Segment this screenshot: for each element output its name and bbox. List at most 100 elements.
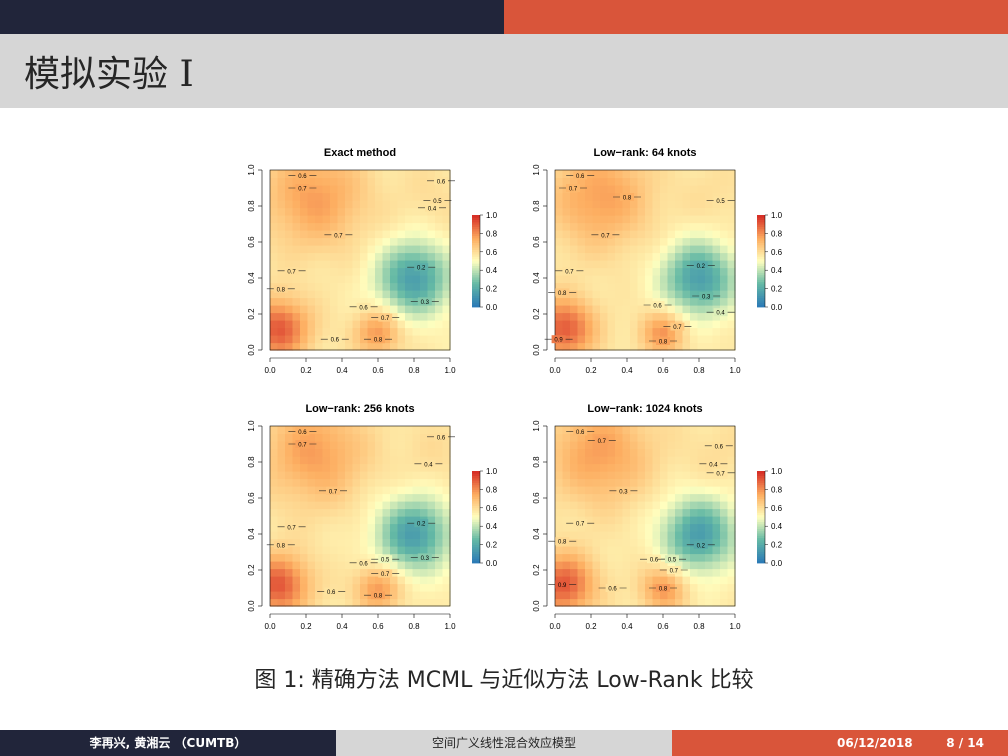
- panel-title: Low−rank: 1024 knots: [587, 403, 702, 415]
- heatmap-cell: [375, 297, 384, 306]
- colorbar-tick-label: 1.0: [486, 467, 498, 476]
- colorbar-swatch: [757, 228, 765, 232]
- heatmap-cell: [427, 327, 436, 336]
- heatmap-cell: [705, 222, 714, 231]
- heatmap-cell: [675, 327, 684, 336]
- heatmap-cell: [667, 561, 676, 570]
- heatmap-cell: [720, 546, 729, 555]
- heatmap-cell: [675, 501, 684, 510]
- heatmap-cell: [652, 561, 661, 570]
- colorbar-swatch: [757, 498, 765, 502]
- heatmap-cell: [277, 441, 286, 450]
- heatmap-cell: [585, 471, 594, 480]
- contour-label-bg: [620, 193, 634, 201]
- heatmap-cell: [427, 320, 436, 329]
- heatmap-cell: [322, 222, 331, 231]
- heatmap-cell: [615, 523, 624, 532]
- colorbar-swatch: [472, 537, 480, 541]
- heatmap-cell: [390, 463, 399, 472]
- heatmap-cell: [645, 448, 654, 457]
- colorbar-swatch: [757, 523, 765, 527]
- colorbar-swatch: [472, 270, 480, 273]
- heatmap-cell: [420, 200, 429, 209]
- heatmap-cell: [285, 583, 294, 592]
- y-tick-label: 0.4: [247, 272, 256, 284]
- heatmap-cell: [397, 576, 406, 585]
- heatmap-cell: [667, 463, 676, 472]
- heatmap-cell: [412, 576, 421, 585]
- heatmap-cell: [615, 282, 624, 291]
- heatmap-cell: [352, 177, 361, 186]
- heatmap-cell: [420, 275, 429, 284]
- heatmap-cell: [285, 297, 294, 306]
- heatmap-cell: [660, 267, 669, 276]
- heatmap-cell: [720, 222, 729, 231]
- y-tick-label: 0.4: [247, 528, 256, 540]
- contour-label: 0.3: [702, 295, 711, 301]
- colorbar-swatch: [472, 300, 480, 303]
- colorbar-swatch: [757, 240, 765, 243]
- heatmap-cell: [720, 170, 729, 179]
- heatmap-cell: [555, 508, 564, 517]
- heatmap-cell: [270, 493, 279, 502]
- colorbar-swatch: [757, 494, 765, 497]
- colorbar-swatch: [472, 473, 480, 476]
- heatmap-cell: [705, 192, 714, 201]
- heatmap-cell: [562, 591, 571, 600]
- heatmap-cell: [577, 260, 586, 269]
- heatmap-cell: [675, 441, 684, 450]
- heatmap-cell: [435, 327, 444, 336]
- colorbar-tick-label: 0.2: [486, 541, 498, 550]
- colorbar-swatch: [757, 251, 765, 255]
- heatmap-cell: [630, 222, 639, 231]
- heatmap-cell: [292, 568, 301, 577]
- heatmap-cell: [712, 576, 721, 585]
- contour-label: 0.6: [576, 174, 585, 180]
- colorbar-swatch: [472, 284, 480, 287]
- heatmap-cell: [577, 553, 586, 562]
- heatmap-cell: [300, 252, 309, 261]
- heatmap-cell: [315, 508, 324, 517]
- heatmap-cell: [360, 531, 369, 540]
- heatmap-cell: [292, 222, 301, 231]
- heatmap-cell: [420, 222, 429, 231]
- heatmap-cell: [420, 598, 429, 607]
- heatmap-cell: [397, 215, 406, 224]
- heatmap-cell: [622, 245, 631, 254]
- heatmap-cell: [270, 598, 279, 607]
- contour-label: 0.2: [417, 522, 426, 528]
- heatmap-cell: [645, 177, 654, 186]
- heatmap-cell: [435, 463, 444, 472]
- colorbar-swatch: [757, 507, 765, 511]
- heatmap-cell: [637, 185, 646, 194]
- heatmap-cell: [592, 327, 601, 336]
- heatmap-cell: [412, 207, 421, 216]
- contour-label-bg: [284, 266, 299, 275]
- heatmap-cell: [645, 245, 654, 254]
- heatmap-cell: [427, 546, 436, 555]
- colorbar-swatch: [472, 279, 480, 283]
- heatmap-cell: [352, 312, 361, 321]
- heatmap-cell: [607, 516, 616, 525]
- heatmap-cell: [360, 185, 369, 194]
- heatmap-cell: [412, 471, 421, 480]
- heatmap-cell: [330, 200, 339, 209]
- heatmap-cell: [630, 568, 639, 577]
- heatmap-cell: [270, 267, 279, 276]
- heatmap-cell: [420, 320, 429, 329]
- heatmap-cell: [405, 583, 414, 592]
- heatmap-cell: [435, 538, 444, 547]
- heatmap-cell: [330, 523, 339, 532]
- colorbar-tick-label: 0.6: [486, 248, 498, 257]
- heatmap-cell: [285, 478, 294, 487]
- heatmap-cell: [300, 486, 309, 495]
- heatmap-cell: [622, 200, 631, 209]
- heatmap-cell: [300, 538, 309, 547]
- heatmap-cell: [697, 222, 706, 231]
- heatmap-cell: [675, 448, 684, 457]
- heatmap-cell: [397, 441, 406, 450]
- heatmap-cell: [592, 591, 601, 600]
- x-tick-label: 0.0: [549, 366, 561, 375]
- heatmap-cell: [442, 441, 451, 450]
- contour-label: 0.9: [558, 583, 567, 589]
